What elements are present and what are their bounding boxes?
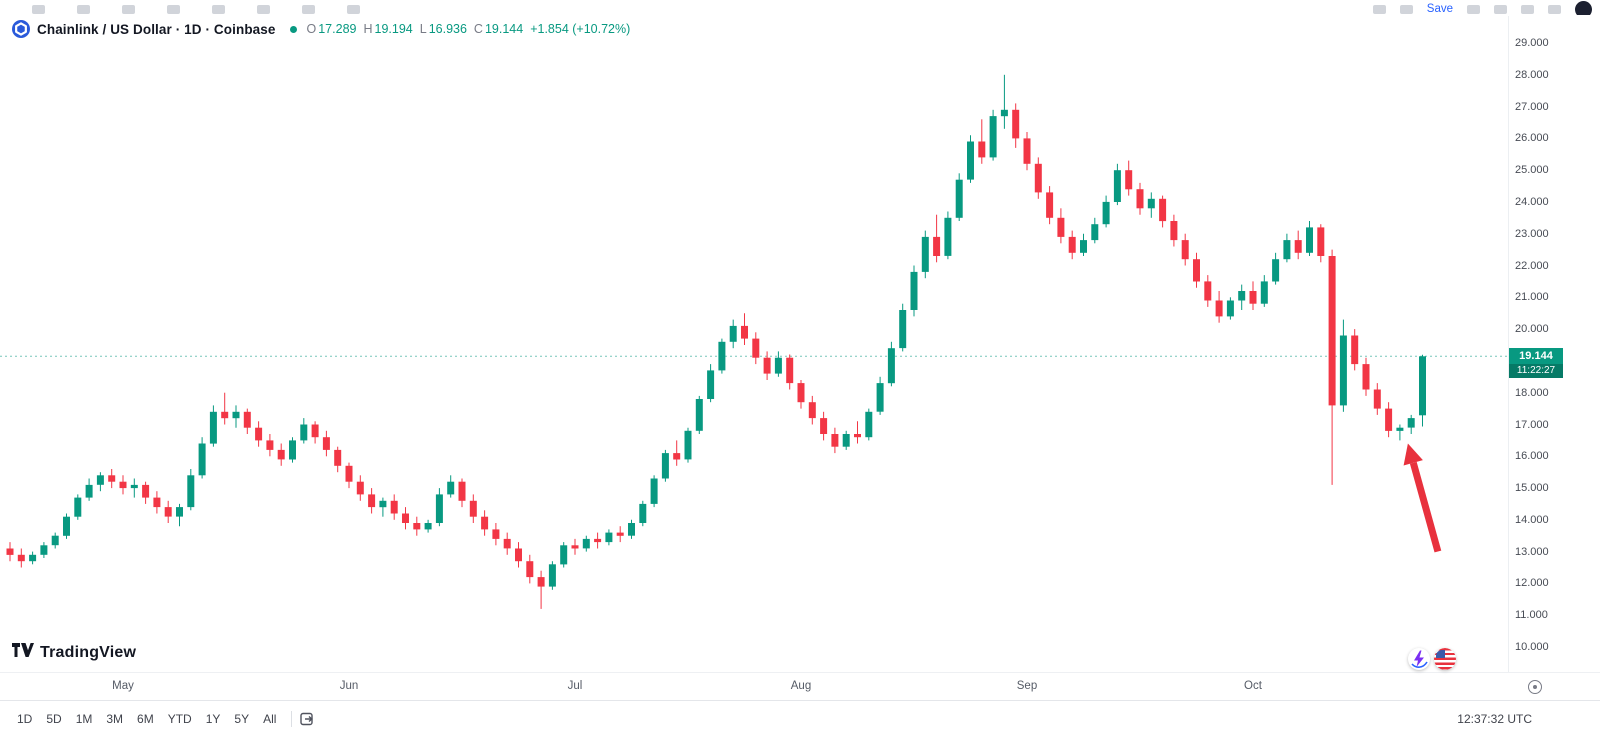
ohlc-l: L 16.936	[419, 22, 467, 36]
range-button-1d[interactable]: 1D	[10, 708, 39, 730]
price-tick-label: 13.000	[1515, 545, 1549, 558]
time-axis-month-may: May	[112, 680, 134, 692]
bottom-toolbar: 1D 5D 1M 3M 6M YTD 1Y 5Y All 12:37:32 UTC	[0, 700, 1600, 736]
range-button-ytd[interactable]: YTD	[161, 708, 199, 730]
tradingview-logo-icon	[12, 641, 34, 664]
timezone-clock[interactable]: 12:37:32 UTC	[1457, 711, 1532, 726]
tradingview-wordmark: TradingView	[40, 643, 137, 661]
price-tick-label: 23.000	[1515, 227, 1549, 240]
interval-menu-icon[interactable]	[122, 5, 135, 14]
time-axis-month-oct: Oct	[1244, 680, 1262, 692]
range-button-5d[interactable]: 5D	[39, 708, 68, 730]
save-button[interactable]: Save	[1426, 3, 1453, 15]
top-toolbar-icon-group	[1467, 5, 1561, 14]
ohlc-c: C 19.144	[473, 22, 524, 36]
price-tick-label: 21.000	[1515, 291, 1549, 304]
price-tick-label: 14.000	[1515, 513, 1549, 526]
range-button-all[interactable]: All	[256, 708, 283, 730]
tradingview-watermark: TradingView	[12, 641, 136, 664]
chainlink-logo-icon	[12, 20, 30, 38]
range-button-1y[interactable]: 1Y	[199, 708, 228, 730]
lightning-badge-icon[interactable]	[1408, 648, 1430, 670]
price-tick-label: 11.000	[1515, 609, 1548, 622]
us-flag-badge-icon[interactable]	[1434, 648, 1456, 670]
price-tick-label: 20.000	[1515, 323, 1549, 336]
chart-canvas[interactable]: TradingView	[0, 16, 1508, 672]
compare-icon[interactable]	[77, 5, 90, 14]
range-selector: 1D 5D 1M 3M 6M YTD 1Y 5Y All	[10, 708, 283, 730]
price-tick-label: 27.000	[1515, 100, 1549, 113]
bar-style-icon[interactable]	[167, 5, 180, 14]
range-button-6m[interactable]: 6M	[130, 708, 161, 730]
price-tick-label: 25.000	[1515, 164, 1549, 177]
indicators-icon[interactable]	[212, 5, 225, 14]
symbol-title[interactable]: Chainlink / US Dollar · 1D · Coinbase	[37, 21, 276, 37]
price-tick-label: 18.000	[1515, 386, 1549, 399]
undo-redo-group	[1372, 5, 1413, 14]
ohlc-h: H 19.194	[363, 22, 413, 36]
price-tick-label: 26.000	[1515, 132, 1549, 145]
time-axis-month-sep: Sep	[1016, 680, 1038, 692]
toolbar-separator	[291, 710, 293, 727]
time-axis[interactable]: May Jun Jul Aug Sep Oct	[0, 672, 1600, 700]
time-axis-month-jul: Jul	[567, 680, 583, 692]
chart-badges	[1408, 648, 1456, 670]
price-tick-label: 16.000	[1515, 450, 1549, 463]
top-toolbar-right: Save	[1372, 1, 1592, 15]
price-tick-label: 12.000	[1515, 577, 1549, 590]
top-toolbar-left-icons	[32, 5, 1600, 14]
alerts-icon[interactable]	[302, 5, 315, 14]
flag-blue-corner	[1436, 650, 1445, 658]
range-button-3m[interactable]: 3M	[99, 708, 130, 730]
last-price-label: 19.144	[1509, 348, 1563, 365]
price-scale[interactable]: 19.144 11:22:27 29.000 28.000 27.000 26.000…	[1508, 16, 1600, 672]
zoom-out-icon[interactable]	[1521, 5, 1534, 14]
price-tick-label: 28.000	[1515, 68, 1549, 81]
ohlc-values: O 17.289 H 19.194 L 16.936 C 19.144 +1.854 (+10.…	[307, 20, 631, 38]
range-button-1m[interactable]: 1M	[69, 708, 100, 730]
price-tick-label: 15.000	[1515, 482, 1549, 495]
market-status-dot	[289, 25, 297, 33]
candlestick-chart[interactable]	[0, 16, 1508, 672]
last-price-tag: 19.144 11:22:27	[1509, 348, 1563, 379]
price-tick-label: 22.000	[1515, 259, 1549, 272]
price-tick-label: 29.000	[1515, 37, 1549, 49]
indicator-templates-icon[interactable]	[257, 5, 270, 14]
countdown-label: 11:22:27	[1509, 364, 1563, 379]
time-axis-month-jun: Jun	[339, 680, 359, 692]
price-tick-label: 10.000	[1515, 641, 1549, 653]
time-axis-month-aug: Aug	[790, 680, 812, 692]
ohlc-o: O 17.289	[306, 22, 357, 36]
go-to-date-icon[interactable]	[300, 712, 317, 726]
user-avatar[interactable]	[1575, 1, 1592, 15]
price-tick-label: 24.000	[1515, 195, 1549, 208]
replay-icon[interactable]	[347, 5, 360, 14]
top-toolbar: Save	[0, 0, 1600, 15]
range-button-5y[interactable]: 5Y	[227, 708, 256, 730]
zoom-in-icon[interactable]	[1494, 5, 1507, 14]
multichart-layout-icon[interactable]	[1467, 5, 1480, 14]
price-tick-label: 17.000	[1515, 418, 1549, 431]
undo-icon[interactable]	[1372, 5, 1386, 14]
redo-icon[interactable]	[1399, 5, 1413, 14]
symbol-search-icon[interactable]	[32, 5, 45, 14]
snapshot-camera-icon[interactable]	[1548, 5, 1561, 14]
time-axis-settings-icon[interactable]	[1528, 680, 1542, 694]
ohlc-change: +1.854 (+10.72%)	[530, 22, 631, 36]
